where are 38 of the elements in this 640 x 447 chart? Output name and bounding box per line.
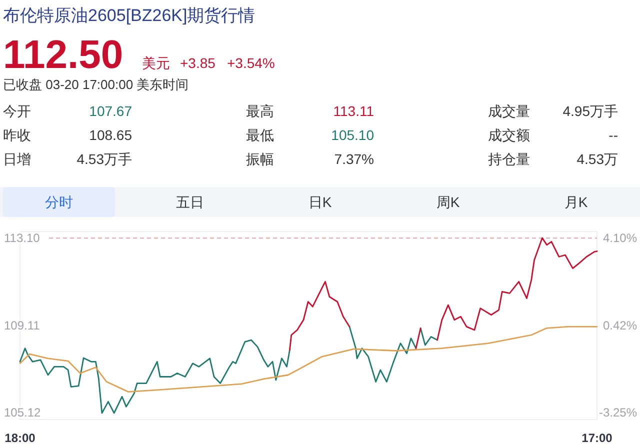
line-series: [420, 328, 438, 346]
text: 分时: [45, 194, 73, 210]
text: 最低: [246, 127, 274, 143]
y2-tick-label: 0.42%: [602, 318, 638, 332]
text: 美元: [142, 55, 170, 71]
text: 108.65: [89, 127, 132, 143]
text: 成交量: [488, 103, 530, 119]
chart-title: 布伦特原油2605[BZ26K]期货行情: [3, 6, 256, 25]
text: 7.37%: [334, 151, 374, 167]
text: 已收盘 03-20 17:00:00 美东时间: [3, 77, 189, 92]
text: 日K: [308, 194, 332, 210]
text: 107.67: [89, 103, 132, 119]
x-tick-label: 17:00: [582, 431, 613, 445]
text: 成交额: [488, 127, 530, 143]
text: 五日: [176, 194, 204, 210]
text: 月K: [564, 194, 588, 210]
text: 113.11: [333, 103, 374, 119]
text: 日增: [3, 151, 31, 167]
text: 112.50: [3, 33, 124, 77]
text: +3.54%: [227, 55, 275, 71]
text: 4.53万: [576, 151, 618, 167]
x-tick-label: 18:00: [4, 431, 36, 445]
text: 4.53万手: [76, 151, 132, 167]
text: 4.95万手: [562, 103, 618, 119]
text: 周K: [436, 194, 460, 210]
text: 105.10: [331, 127, 374, 143]
y-tick-label: 105.12: [4, 406, 42, 420]
y2-tick-label: 4.10%: [602, 231, 638, 246]
y-tick-label: 109.11: [4, 318, 40, 332]
text: +3.85: [180, 55, 216, 71]
y-tick-label: 113.10: [4, 231, 40, 246]
text: 最高: [246, 103, 274, 119]
text: 昨收: [3, 127, 31, 143]
text: 今开: [3, 103, 31, 119]
text: 振幅: [246, 151, 274, 167]
text: --: [608, 127, 618, 143]
text: 持仓量: [488, 151, 530, 167]
y2-tick-label: -3.25%: [598, 406, 638, 420]
